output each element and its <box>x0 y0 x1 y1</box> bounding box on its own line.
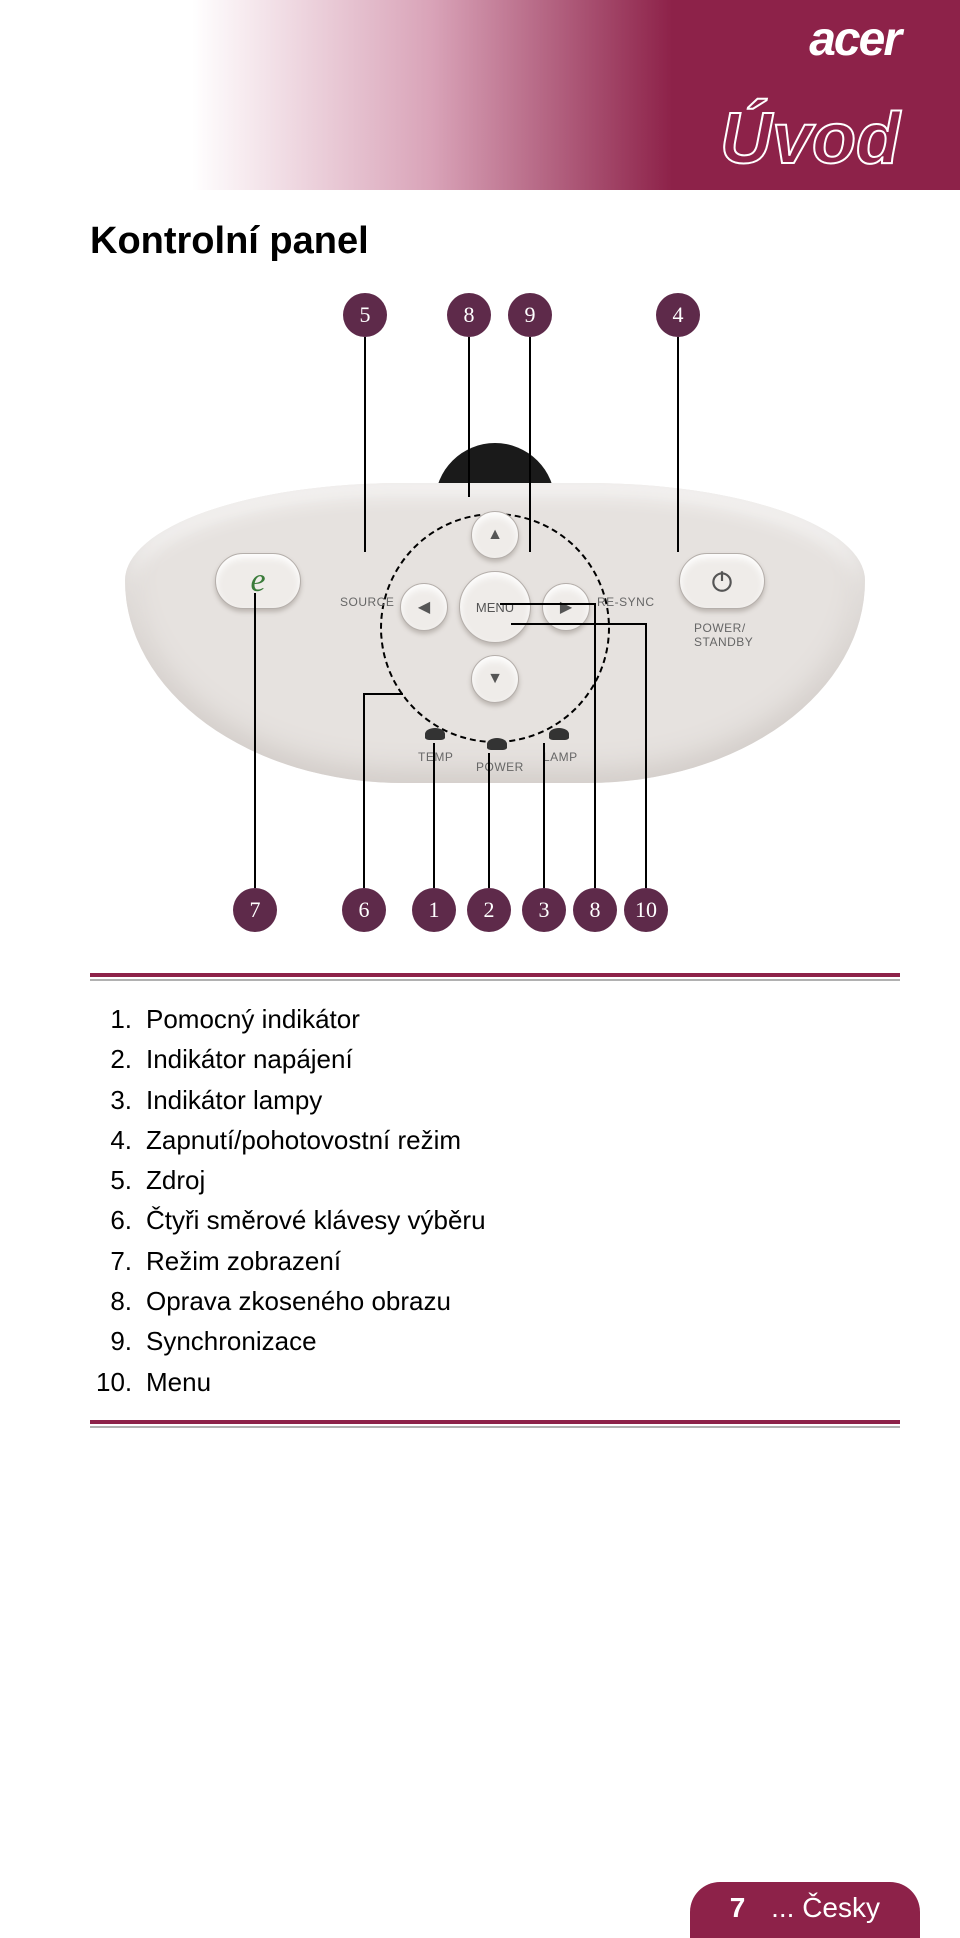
power-standby-label-2: STANDBY <box>694 635 753 649</box>
callout-bubble: 5 <box>343 293 387 337</box>
page-number: 7 <box>730 1892 746 1923</box>
power-led <box>487 738 507 750</box>
legend-item: 6.Čtyři směrové klávesy výběru <box>96 1200 900 1240</box>
callout-bubble: 4 <box>656 293 700 337</box>
pointer-line <box>677 337 679 552</box>
legend-text: Zapnutí/pohotovostní režim <box>146 1120 461 1160</box>
legend-text: Oprava zkoseného obrazu <box>146 1281 451 1321</box>
divider-bar <box>90 973 900 977</box>
e-icon: e <box>250 562 265 600</box>
arrow-left-icon: ◀ <box>418 597 430 617</box>
page-content: Kontrolní panel 5 8 9 4 e ▲ ◀ ▶ ▼ MENU <box>0 190 960 1428</box>
pointer-line <box>511 623 647 625</box>
divider-bar <box>90 979 900 981</box>
legend-num: 3. <box>96 1080 146 1120</box>
legend-item: 7.Režim zobrazení <box>96 1241 900 1281</box>
legend-item: 5.Zdroj <box>96 1160 900 1200</box>
pointer-line <box>594 603 596 888</box>
legend-list: 1.Pomocný indikátor 2.Indikátor napájení… <box>90 999 900 1402</box>
legend-text: Indikátor napájení <box>146 1039 353 1079</box>
brand-logo: acer <box>809 12 900 67</box>
legend-item: 2.Indikátor napájení <box>96 1039 900 1079</box>
legend-text: Režim zobrazení <box>146 1241 341 1281</box>
legend-text: Zdroj <box>146 1160 205 1200</box>
arrow-down-icon: ▼ <box>487 670 503 688</box>
callout-bubble: 2 <box>467 888 511 932</box>
resync-label: RE-SYNC <box>597 595 655 609</box>
legend-item: 9.Synchronizace <box>96 1321 900 1361</box>
legend-item: 4.Zapnutí/pohotovostní režim <box>96 1120 900 1160</box>
legend-text: Indikátor lampy <box>146 1080 322 1120</box>
legend-num: 10. <box>96 1362 146 1402</box>
legend-num: 1. <box>96 999 146 1039</box>
legend-item: 8.Oprava zkoseného obrazu <box>96 1281 900 1321</box>
legend-num: 8. <box>96 1281 146 1321</box>
legend-text: Synchronizace <box>146 1321 317 1361</box>
empowering-button: e <box>215 553 301 609</box>
callout-bubble: 1 <box>412 888 456 932</box>
legend-item: 10.Menu <box>96 1362 900 1402</box>
language-label: ... Česky <box>771 1892 880 1923</box>
pointer-line <box>468 337 470 497</box>
page-heading: Kontrolní panel <box>90 220 900 263</box>
legend-text: Pomocný indikátor <box>146 999 360 1039</box>
callout-bubble: 6 <box>342 888 386 932</box>
lamp-led <box>549 728 569 740</box>
power-standby-label-1: POWER/ <box>694 621 746 635</box>
callout-bubble: 8 <box>447 293 491 337</box>
pointer-line <box>364 337 366 552</box>
legend-num: 2. <box>96 1039 146 1079</box>
control-panel-diagram: 5 8 9 4 e ▲ ◀ ▶ ▼ MENU <box>105 293 885 933</box>
power-label: POWER <box>476 760 524 774</box>
nav-down-button: ▼ <box>471 655 519 703</box>
divider-bar <box>90 1420 900 1424</box>
pointer-line <box>363 693 365 888</box>
nav-up-button: ▲ <box>471 511 519 559</box>
source-label: SOURCE <box>340 595 394 609</box>
pointer-line <box>254 593 256 888</box>
pointer-line <box>488 753 490 888</box>
legend-num: 4. <box>96 1120 146 1160</box>
pointer-line <box>529 337 531 552</box>
section-title: Úvod <box>720 98 900 180</box>
pointer-line <box>363 693 403 695</box>
control-panel-illustration: e ▲ ◀ ▶ ▼ MENU SOURCE RE-SYNC POWER/ STA… <box>125 443 865 783</box>
lamp-label: LAMP <box>543 750 578 764</box>
callout-bubble: 3 <box>522 888 566 932</box>
power-icon <box>709 568 735 594</box>
menu-button: MENU <box>459 571 531 643</box>
arrow-right-icon: ▶ <box>560 597 572 617</box>
legend-item: 3.Indikátor lampy <box>96 1080 900 1120</box>
pointer-line <box>433 743 435 888</box>
pointer-line <box>645 623 647 888</box>
callout-bubble: 7 <box>233 888 277 932</box>
page-header: acer Úvod <box>0 0 960 190</box>
callout-bubble: 9 <box>508 293 552 337</box>
pointer-line <box>543 743 545 888</box>
legend-text: Menu <box>146 1362 211 1402</box>
page-footer: 7 ... Česky <box>0 1858 960 1938</box>
legend-text: Čtyři směrové klávesy výběru <box>146 1200 486 1240</box>
callout-bubble: 8 <box>573 888 617 932</box>
legend-num: 9. <box>96 1321 146 1361</box>
temp-label: TEMP <box>418 750 453 764</box>
legend-item: 1.Pomocný indikátor <box>96 999 900 1039</box>
arrow-up-icon: ▲ <box>487 526 503 544</box>
callout-bubble: 10 <box>624 888 668 932</box>
legend-num: 7. <box>96 1241 146 1281</box>
divider-bar <box>90 1426 900 1428</box>
legend-num: 5. <box>96 1160 146 1200</box>
power-button <box>679 553 765 609</box>
footer-pill: 7 ... Česky <box>690 1882 920 1938</box>
nav-left-button: ◀ <box>400 583 448 631</box>
legend-num: 6. <box>96 1200 146 1240</box>
temp-led <box>425 728 445 740</box>
pointer-line <box>500 603 596 605</box>
